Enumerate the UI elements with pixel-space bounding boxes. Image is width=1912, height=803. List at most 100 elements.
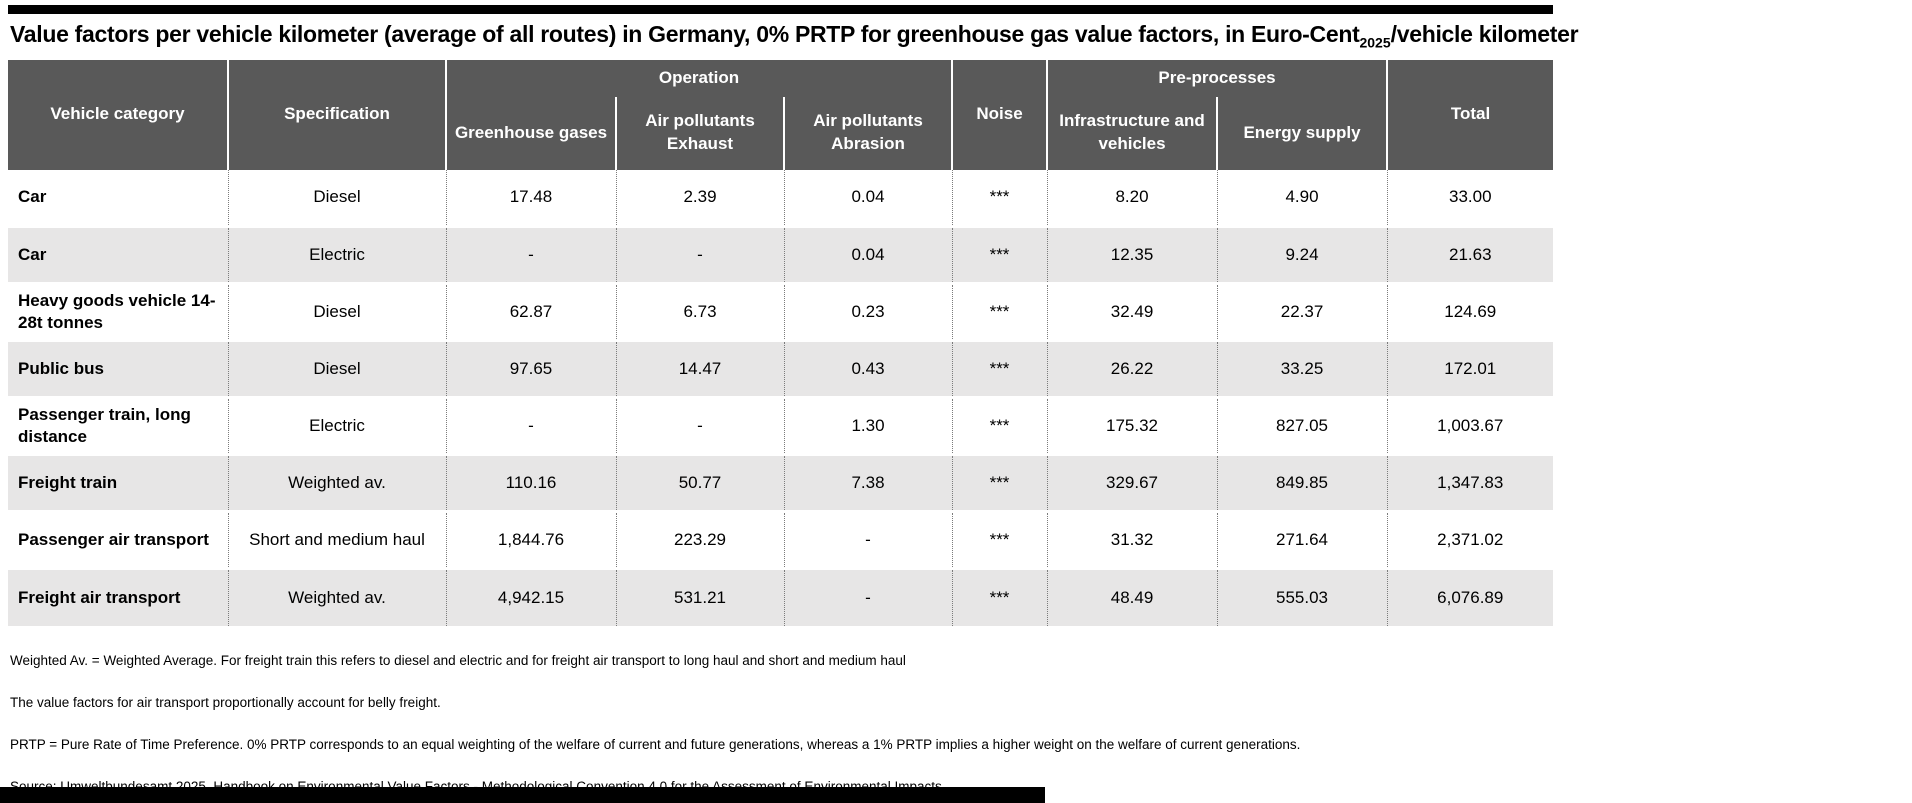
cell-infrastructure-and-vehicles: 12.35 (1046, 225, 1218, 284)
cell-greenhouse-gases: 110.16 (445, 453, 616, 512)
value-factors-table: Vehicle category Specification Operation… (8, 59, 1554, 626)
cell-noise: *** (951, 396, 1048, 455)
header-air-pollutants-abrasion-line1: Air pollutants (813, 111, 923, 131)
cell-energy-supply: 849.85 (1216, 453, 1388, 512)
header-air-pollutants-exhaust-line1: Air pollutants (645, 111, 755, 131)
cell-vehicle-category: Passenger air transport (8, 510, 228, 569)
footnote-prtp: PRTP = Pure Rate of Time Preference. 0% … (10, 736, 1301, 752)
cell-vehicle-category: Public bus (8, 339, 228, 398)
cell-vehicle-category: Freight train (8, 453, 228, 512)
header-operation-group: Operation (444, 59, 953, 97)
cell-noise: *** (951, 453, 1048, 512)
cell-greenhouse-gases: 17.48 (445, 169, 616, 227)
footnote-belly-freight: The value factors for air transport prop… (10, 694, 441, 710)
header-noise: Noise (951, 59, 1048, 170)
cell-noise: *** (951, 339, 1048, 398)
cell-energy-supply: 827.05 (1216, 396, 1388, 455)
footnote-weighted-average: Weighted Av. = Weighted Average. For fre… (10, 652, 906, 668)
cell-greenhouse-gases: 4,942.15 (445, 567, 616, 626)
cell-total: 6,076.89 (1386, 567, 1554, 626)
cell-specification: Weighted av. (227, 453, 446, 512)
header-air-pollutants-exhaust: Air pollutants Exhaust (615, 96, 784, 170)
table-row: Car Diesel 17.48 2.39 0.04 *** 8.20 4.90… (8, 169, 1554, 227)
page-title-suffix: /vehicle kilometer (1390, 21, 1579, 47)
cell-energy-supply: 555.03 (1216, 567, 1388, 626)
table-row: Heavy goods vehicle 14-28t tonnes Diesel… (8, 282, 1554, 341)
cell-specification: Diesel (227, 282, 446, 341)
cell-vehicle-category: Passenger train, long distance (8, 396, 228, 455)
cell-air-pollutants-exhaust: - (615, 225, 784, 284)
cell-infrastructure-and-vehicles: 26.22 (1046, 339, 1218, 398)
cell-infrastructure-and-vehicles: 8.20 (1046, 169, 1218, 227)
table-row: Passenger air transport Short and medium… (8, 510, 1554, 569)
cell-air-pollutants-abrasion: 0.04 (783, 225, 953, 284)
header-pre-processes-group: Pre-processes (1046, 59, 1388, 97)
cell-air-pollutants-exhaust: 50.77 (615, 453, 784, 512)
header-air-pollutants-abrasion: Air pollutants Abrasion (782, 96, 953, 170)
top-rule-bar (8, 5, 1553, 14)
header-specification: Specification (227, 59, 446, 170)
cell-energy-supply: 22.37 (1216, 282, 1388, 341)
cell-energy-supply: 271.64 (1216, 510, 1388, 569)
cell-total: 1,347.83 (1386, 453, 1554, 512)
cell-infrastructure-and-vehicles: 32.49 (1046, 282, 1218, 341)
cell-specification: Electric (227, 396, 446, 455)
cell-vehicle-category: Car (18, 187, 47, 207)
table-row: Passenger train, long distance Electric … (8, 396, 1554, 455)
header-greenhouse-gases: Greenhouse gases (445, 96, 616, 170)
cell-air-pollutants-abrasion: 7.38 (783, 453, 953, 512)
cell-air-pollutants-exhaust: - (615, 396, 784, 455)
table-row: Car Electric - - 0.04 *** 12.35 9.24 21.… (8, 225, 1554, 284)
header-total: Total (1386, 59, 1554, 170)
header-vehicle-category: Vehicle category (8, 59, 228, 170)
table-row: Public bus Diesel 97.65 14.47 0.43 *** 2… (8, 339, 1554, 398)
cell-air-pollutants-abrasion: 0.04 (783, 169, 953, 227)
cell-greenhouse-gases: - (445, 396, 616, 455)
cell-energy-supply: 33.25 (1216, 339, 1388, 398)
cell-air-pollutants-exhaust: 223.29 (615, 510, 784, 569)
cell-greenhouse-gases: - (445, 225, 616, 284)
cell-vehicle-category: Freight air transport (8, 567, 228, 626)
cell-total: 33.00 (1386, 169, 1554, 227)
page-title-main: Value factors per vehicle kilometer (ave… (10, 21, 1360, 47)
cell-air-pollutants-exhaust: 14.47 (615, 339, 784, 398)
cell-air-pollutants-exhaust: 6.73 (615, 282, 784, 341)
table-body: Car Diesel 17.48 2.39 0.04 *** 8.20 4.90… (8, 169, 1554, 626)
cell-specification: Diesel (227, 339, 446, 398)
cell-noise: *** (951, 169, 1048, 227)
header-sub-row: Greenhouse gases Air pollutants Exhaust A… (8, 96, 1553, 170)
cell-specification: Short and medium haul (227, 510, 446, 569)
cell-specification: Electric (227, 225, 446, 284)
cell-greenhouse-gases: 97.65 (445, 339, 616, 398)
header-group-row: Vehicle category Specification Operation… (8, 59, 1554, 170)
cell-noise: *** (951, 282, 1048, 341)
header-energy-supply: Energy supply (1216, 96, 1388, 170)
cell-total: 172.01 (1386, 339, 1554, 398)
cell-greenhouse-gases: 62.87 (445, 282, 616, 341)
cell-noise: *** (951, 510, 1048, 569)
header-air-pollutants-exhaust-line2: Exhaust (666, 134, 734, 154)
cell-specification: Weighted av. (227, 567, 446, 626)
cell-air-pollutants-exhaust: 531.21 (615, 567, 784, 626)
cell-air-pollutants-abrasion: - (783, 510, 953, 569)
cell-air-pollutants-abrasion: - (783, 567, 953, 626)
cell-total: 2,371.02 (1386, 510, 1554, 569)
bottom-rule-bar (0, 787, 1045, 803)
page-title: Value factors per vehicle kilometer (ave… (10, 21, 1912, 51)
header-infrastructure-line2: vehicles (1098, 134, 1166, 154)
cell-total: 21.63 (1386, 225, 1554, 284)
cell-air-pollutants-abrasion: 0.23 (783, 282, 953, 341)
header-air-pollutants-abrasion-line2: Abrasion (831, 134, 905, 154)
table-row: Freight air transport Weighted av. 4,942… (8, 567, 1554, 626)
cell-infrastructure-and-vehicles: 31.32 (1046, 510, 1218, 569)
cell-vehicle-category: Car (8, 225, 228, 284)
cell-total: 1,003.67 (1386, 396, 1554, 455)
cell-energy-supply: 9.24 (1216, 225, 1388, 284)
header-infrastructure-and-vehicles: Infrastructure and vehicles (1046, 96, 1218, 170)
table-header: Vehicle category Specification Operation… (8, 59, 1554, 170)
cell-air-pollutants-exhaust: 2.39 (615, 169, 784, 227)
cell-infrastructure-and-vehicles: 48.49 (1046, 567, 1218, 626)
cell-total: 124.69 (1386, 282, 1554, 341)
cell-noise: *** (951, 567, 1048, 626)
cell-energy-supply: 4.90 (1216, 169, 1388, 227)
